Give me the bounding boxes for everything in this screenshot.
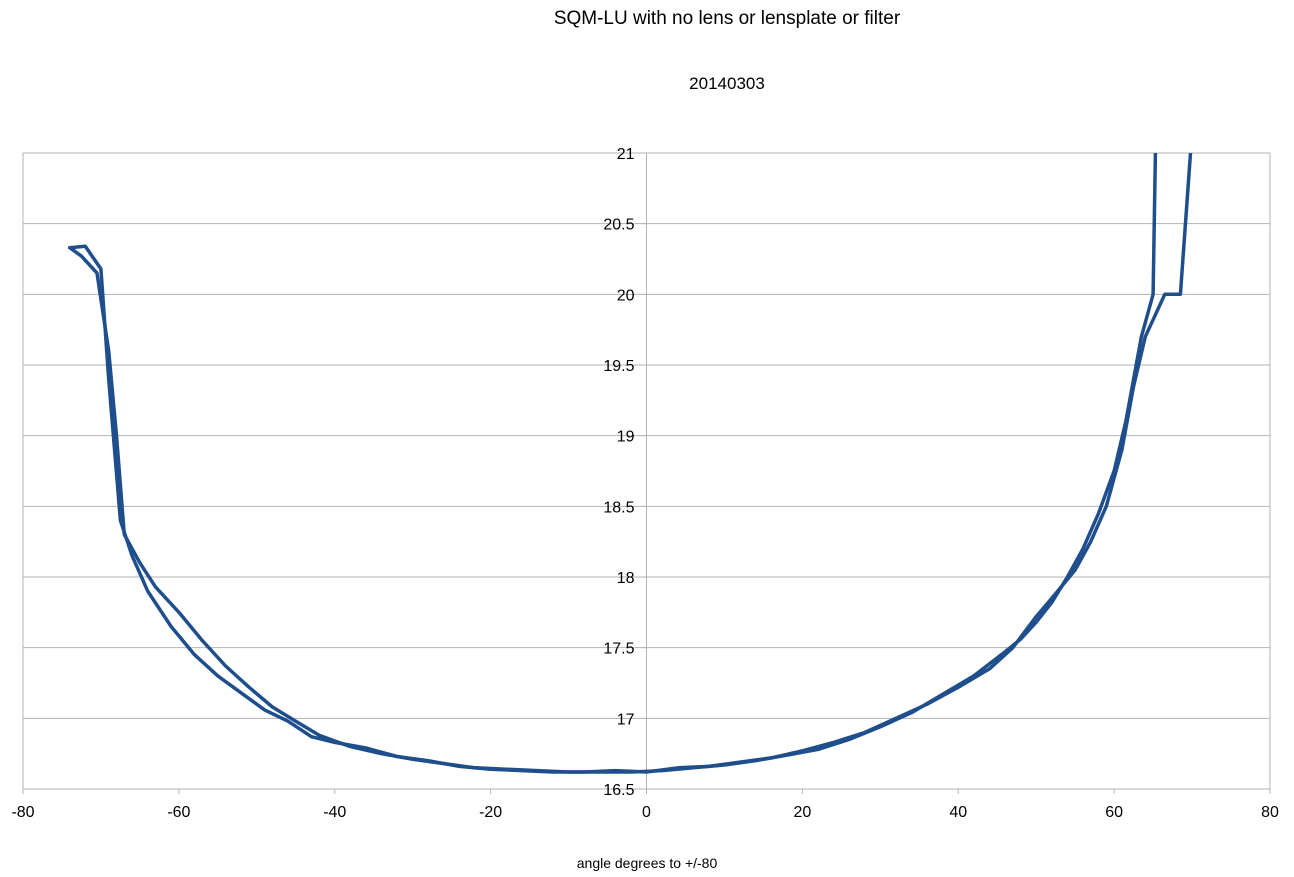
y-tick-label: 16.5 (603, 782, 634, 799)
series-line-1 (68, 153, 1158, 774)
series-line-2 (68, 153, 1193, 774)
y-tick-label: 18.5 (603, 499, 634, 516)
y-tick-label: 20 (617, 287, 635, 304)
x-tick-label: -40 (323, 804, 346, 821)
chart-subtitle: 20140303 (689, 74, 765, 93)
x-tick-label: -60 (167, 804, 190, 821)
y-tick-label: 18 (617, 570, 635, 587)
x-tick-label: 40 (949, 804, 967, 821)
y-tick-label: 21 (617, 146, 635, 163)
y-tick-label: 20.5 (603, 217, 634, 234)
x-axis-label: angle degrees to +/-80 (576, 855, 718, 871)
chart-title: SQM-LU with no lens or lensplate or filt… (553, 8, 901, 29)
x-tick-label: -80 (11, 804, 34, 821)
y-tick-label: 17.5 (603, 641, 634, 658)
x-tick-label: -20 (479, 804, 502, 821)
x-tick-label: 60 (1105, 804, 1123, 821)
x-tick-label: 80 (1261, 804, 1279, 821)
x-tick-label: 0 (642, 804, 651, 821)
x-tick-label: 20 (793, 804, 811, 821)
y-tick-label: 17 (617, 711, 635, 728)
y-tick-label: 19 (617, 429, 635, 446)
y-tick-label: 19.5 (603, 358, 634, 375)
